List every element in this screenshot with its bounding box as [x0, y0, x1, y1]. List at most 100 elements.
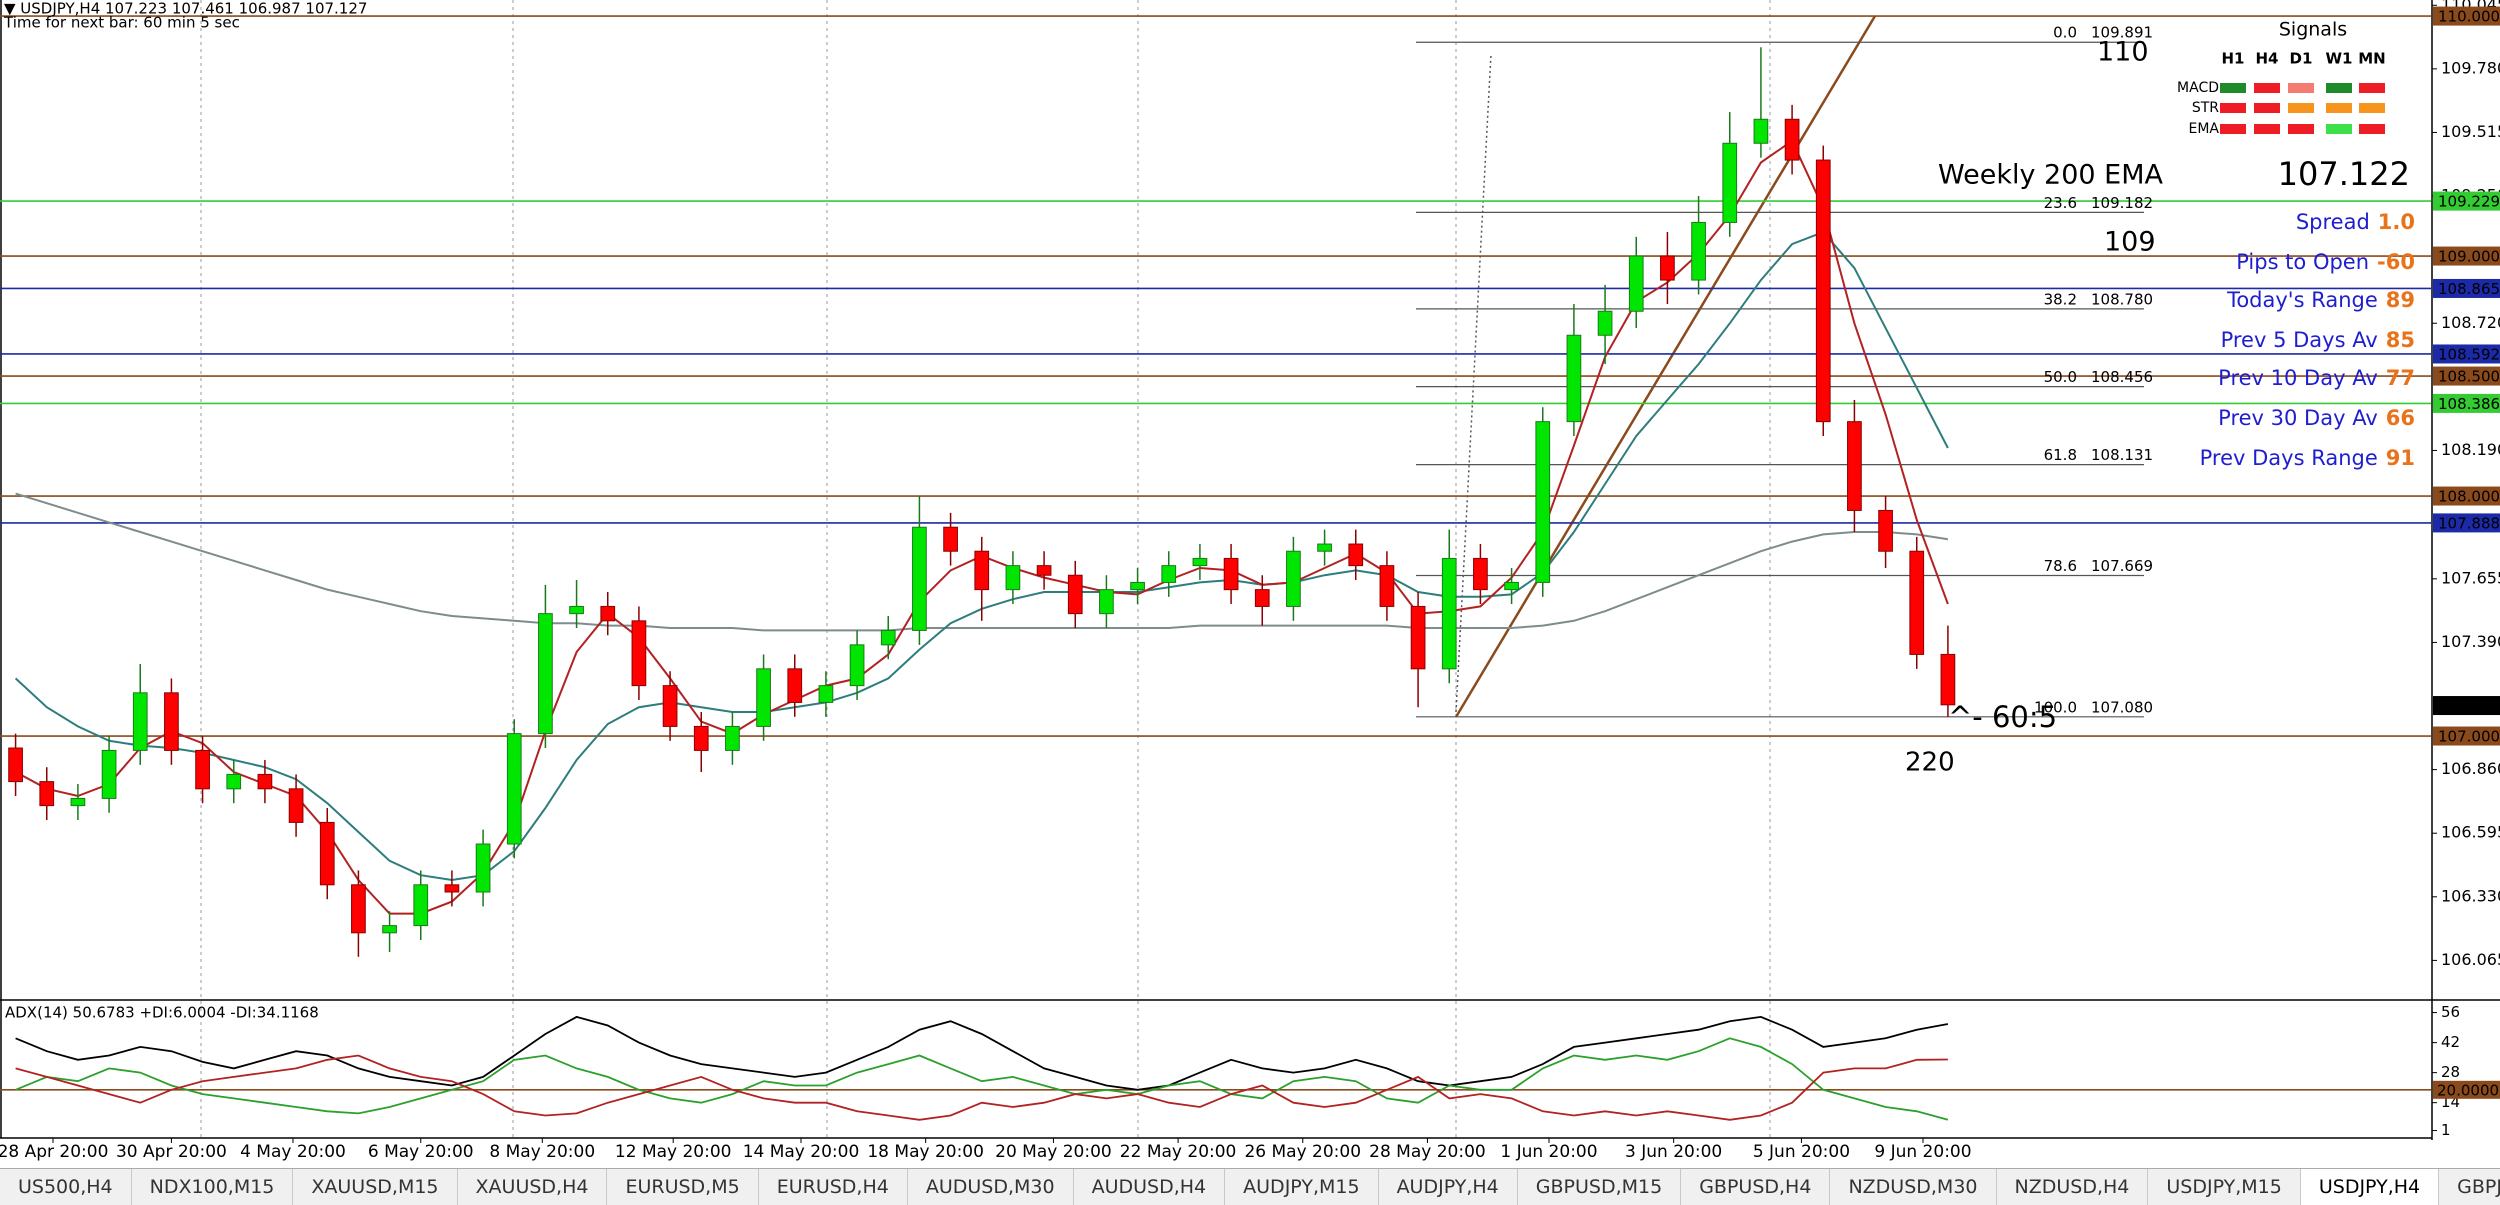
price-tag [2433, 278, 2500, 298]
fib-level: 50.0 [2044, 368, 2077, 386]
candle-body [1815, 159, 1831, 423]
candle-body [1099, 589, 1114, 615]
candle-body [1504, 581, 1519, 591]
chart-tab[interactable]: XAUUSD,H4 [458, 1169, 608, 1205]
chart-tab[interactable]: AUDJPY,H4 [1379, 1169, 1518, 1205]
signal-column: W1 [2326, 50, 2353, 68]
info-value: 77 [2386, 366, 2415, 390]
adx-line [15, 1015, 1949, 1091]
weekly-ema-value: 107.122 [2278, 155, 2410, 193]
candle-body [1597, 310, 1613, 336]
info-label: Prev Days Range [2200, 446, 2378, 470]
candle-body [288, 788, 304, 823]
y-tick-label: 106.595 [2441, 823, 2500, 842]
price-tag-label: 108.386 [2438, 395, 2500, 413]
fib-level: 100.0 [2034, 698, 2077, 716]
candle-body [1130, 581, 1145, 591]
signal-cell [2326, 124, 2352, 134]
chart-tab[interactable]: USDJPY,M15 [2148, 1169, 2301, 1205]
price-tag [2433, 486, 2500, 506]
chart-tab[interactable]: XAUUSD,M15 [293, 1169, 458, 1205]
candle-body [1441, 557, 1457, 670]
chart-tab[interactable]: GBPUSD,M15 [1518, 1169, 1682, 1205]
candle-body [1722, 142, 1738, 223]
x-tick-label: 22 May 20:00 [1120, 1142, 1237, 1162]
adx-y-tick-label: 56 [2441, 1003, 2460, 1021]
y-tick-label: 108.720 [2441, 313, 2500, 332]
candle-body [1410, 605, 1426, 670]
chart-tab[interactable]: EURUSD,M5 [607, 1169, 759, 1205]
x-tick-label: 20 May 20:00 [995, 1142, 1112, 1162]
trend-line [1454, 15, 1877, 718]
info-value: 89 [2386, 288, 2415, 312]
candle-body [319, 821, 335, 886]
candle-body [631, 620, 647, 687]
info-line: Today's Range 89 [2226, 288, 2415, 312]
info-line: Pips to Open -60 [2236, 250, 2415, 274]
candle-body [1161, 565, 1177, 583]
y-tick-label: 106.065 [2441, 950, 2500, 969]
candle-body [818, 685, 834, 703]
signal-cell [2326, 83, 2352, 93]
candle-body [1878, 509, 1893, 552]
candle-body [662, 685, 678, 727]
candle-body [1036, 565, 1052, 576]
fib-price: 109.182 [2091, 194, 2153, 212]
fib-price: 107.080 [2091, 698, 2153, 716]
frame [0, 0, 2500, 1140]
price-tag-label: 108.500 [2438, 368, 2500, 386]
adx-y-tick-label: 1 [2441, 1121, 2451, 1139]
info-label: Pips to Open [2236, 250, 2369, 274]
info-label: Today's Range [2226, 288, 2378, 312]
info-value: -60 [2377, 250, 2415, 274]
moving-average [15, 492, 1949, 632]
candle-body [1660, 255, 1675, 281]
signal-row-label: STR [2192, 100, 2219, 116]
x-tick-label: 4 May 20:00 [240, 1142, 346, 1162]
price-tag-label: 110.000 [2438, 8, 2500, 26]
signals-panel: Signals H1 H4 D1 W1 MN MACD STR EMA [2177, 19, 2386, 138]
chart-tab[interactable]: NZDUSD,H4 [1997, 1169, 2149, 1205]
adx-level-tag [2433, 1080, 2500, 1099]
x-tick-label: 18 May 20:00 [867, 1142, 984, 1162]
fib-level: 23.6 [2044, 194, 2077, 212]
price-tag-label: 107.888 [2438, 514, 2500, 532]
candle-body [569, 605, 584, 615]
candle-body [1691, 221, 1706, 281]
candle-body [538, 613, 553, 735]
price-tag-label: 108.865 [2438, 280, 2500, 298]
annotation: 110 [2097, 37, 2149, 68]
x-tick-label: 3 Jun 20:00 [1625, 1142, 1722, 1162]
price-tag [2433, 344, 2500, 364]
chart-tabs: US500,H4 NDX100,M15 XAUUSD,M15 XAUUSD,H4 EUR… [0, 1168, 2500, 1205]
price-tag-label: 107.000 [2438, 728, 2500, 746]
chart-tab[interactable]: EURUSD,H4 [759, 1169, 908, 1205]
info-value: 66 [2386, 406, 2415, 430]
candle-body [1286, 550, 1301, 607]
fib-level: 0.0 [2053, 24, 2077, 42]
adx-line [15, 1054, 1948, 1121]
chart-tab[interactable]: US500,H4 [0, 1169, 132, 1205]
x-tick-label: 8 May 20:00 [489, 1142, 595, 1162]
chart-tab[interactable]: AUDUSD,H4 [1074, 1169, 1226, 1205]
signal-column: D1 [2290, 50, 2313, 68]
signal-cell [2359, 103, 2385, 113]
candle-body [164, 692, 179, 751]
x-tick-label: 28 May 20:00 [1369, 1142, 1486, 1162]
chart-tab[interactable]: AUDJPY,M15 [1225, 1169, 1379, 1205]
y-tick-label: 107.390 [2441, 632, 2500, 651]
axes: 110.045109.780109.515109.250108.720108.1… [0, 0, 2500, 1162]
chart-tab[interactable]: NDX100,M15 [132, 1169, 294, 1205]
price-tag-label: 107.127 [2438, 697, 2500, 715]
candle-body [70, 797, 86, 807]
candle-body [1254, 589, 1270, 607]
candle-body [506, 733, 522, 845]
chart-tab[interactable]: GBPUSD,H4 [1681, 1169, 1831, 1205]
chart-tab[interactable]: GBPJPY,M15 [2439, 1169, 2500, 1205]
chart-tab[interactable]: NZDUSD,M30 [1830, 1169, 1997, 1205]
info-value: 91 [2386, 446, 2415, 470]
chart-tab[interactable]: AUDUSD,M30 [908, 1169, 1074, 1205]
info-label: Prev 10 Day Av [2218, 366, 2378, 390]
candle-body [912, 526, 927, 631]
chart-tab[interactable]: USDJPY,H4 [2300, 1169, 2440, 1205]
